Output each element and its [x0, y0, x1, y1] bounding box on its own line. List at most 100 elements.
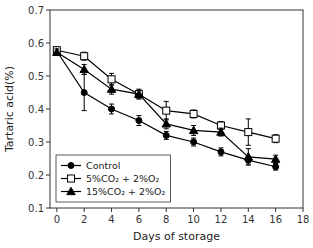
x-tick-label: 4 — [108, 214, 114, 225]
error-cap — [246, 148, 251, 149]
point — [135, 91, 142, 98]
point — [271, 155, 279, 162]
error-cap — [82, 74, 87, 75]
point — [190, 110, 197, 117]
x-tick — [193, 208, 194, 212]
error-cap — [246, 165, 251, 166]
point — [245, 129, 252, 136]
legend-marker — [68, 163, 74, 169]
point — [272, 135, 279, 142]
error-bar — [164, 131, 169, 139]
y-tick — [46, 109, 50, 110]
error-cap — [164, 101, 169, 102]
legend-label: 15%CO₂ + 2%O₂ — [86, 186, 166, 197]
x-tick-label: 0 — [54, 214, 60, 225]
error-cap — [246, 145, 251, 146]
error-cap — [164, 131, 169, 132]
point — [80, 65, 88, 72]
x-axis-label: Days of storage — [133, 230, 220, 243]
point — [163, 132, 169, 138]
error-cap — [109, 94, 114, 95]
error-bar — [218, 148, 223, 156]
x-tick — [275, 208, 276, 212]
x-tick — [166, 208, 167, 212]
error-cap — [246, 118, 251, 119]
point — [81, 90, 87, 96]
y-tick-label: 0.7 — [28, 5, 44, 16]
series — [53, 48, 280, 165]
x-tick — [248, 208, 249, 212]
chart: 0246810121416180.10.20.30.40.50.60.7Days… — [0, 0, 313, 248]
y-tick — [46, 43, 50, 44]
x-tick — [220, 208, 221, 212]
point — [135, 90, 143, 97]
error-bar — [82, 52, 87, 60]
x-tick-label: 12 — [215, 214, 228, 225]
y-tick-label: 0.1 — [28, 203, 44, 214]
error-cap — [109, 113, 114, 114]
y-tick — [46, 76, 50, 77]
y-tick-label: 0.4 — [28, 104, 44, 115]
error-cap — [218, 147, 223, 148]
point — [108, 76, 115, 83]
x-tick-label: 2 — [81, 214, 87, 225]
y-tick-label: 0.6 — [28, 38, 44, 49]
error-bar — [191, 138, 196, 146]
plot-area — [53, 47, 280, 170]
point — [163, 107, 170, 114]
error-bar — [273, 135, 278, 143]
error-cap — [109, 104, 114, 105]
series-line — [57, 51, 276, 167]
error-cap — [191, 145, 196, 146]
legend-label: 5%CO₂ + 2%O₂ — [86, 173, 160, 184]
legend-marker — [67, 187, 75, 194]
error-cap — [82, 110, 87, 111]
error-cap — [136, 99, 141, 100]
point — [109, 106, 115, 112]
series-line — [57, 50, 276, 138]
y-tick-label: 0.3 — [28, 137, 44, 148]
x-tick-label: 18 — [297, 214, 310, 225]
point — [218, 149, 224, 155]
point — [244, 153, 252, 160]
legend: Control 5%CO₂ + 2%O₂ 15%CO₂ + 2%O₂ — [56, 155, 170, 202]
error-bar — [273, 163, 278, 170]
legend-label: Control — [86, 160, 120, 171]
error-cap — [82, 74, 87, 75]
error-cap — [136, 125, 141, 126]
x-tick-label: 14 — [242, 214, 255, 225]
error-bar — [164, 101, 169, 119]
point — [189, 126, 197, 133]
error-bar — [191, 110, 196, 118]
x-tick — [84, 208, 85, 212]
error-cap — [191, 138, 196, 139]
point — [273, 164, 279, 170]
error-cap — [191, 135, 196, 136]
error-bar — [109, 104, 114, 114]
x-tick-label: 10 — [187, 214, 200, 225]
x-tick — [111, 208, 112, 212]
error-cap — [109, 73, 114, 74]
error-cap — [136, 115, 141, 116]
x-tick — [56, 208, 57, 212]
point — [81, 53, 88, 60]
y-tick-label: 0.5 — [28, 71, 44, 82]
point — [107, 85, 115, 92]
error-cap — [164, 128, 169, 129]
error-bar — [109, 73, 114, 85]
error-bar — [82, 74, 87, 110]
x-tick-label: 8 — [163, 214, 169, 225]
y-tick — [46, 10, 50, 11]
series — [54, 47, 279, 170]
point — [217, 128, 225, 135]
error-bar — [136, 116, 141, 126]
point — [191, 139, 197, 145]
y-tick — [46, 142, 50, 143]
error-bar — [246, 119, 251, 145]
y-axis-label: Tartaric acid(%) — [3, 66, 16, 153]
series — [53, 47, 279, 146]
x-tick — [303, 208, 304, 212]
legend-box — [56, 155, 170, 202]
point — [162, 120, 170, 127]
y-tick — [46, 208, 50, 209]
